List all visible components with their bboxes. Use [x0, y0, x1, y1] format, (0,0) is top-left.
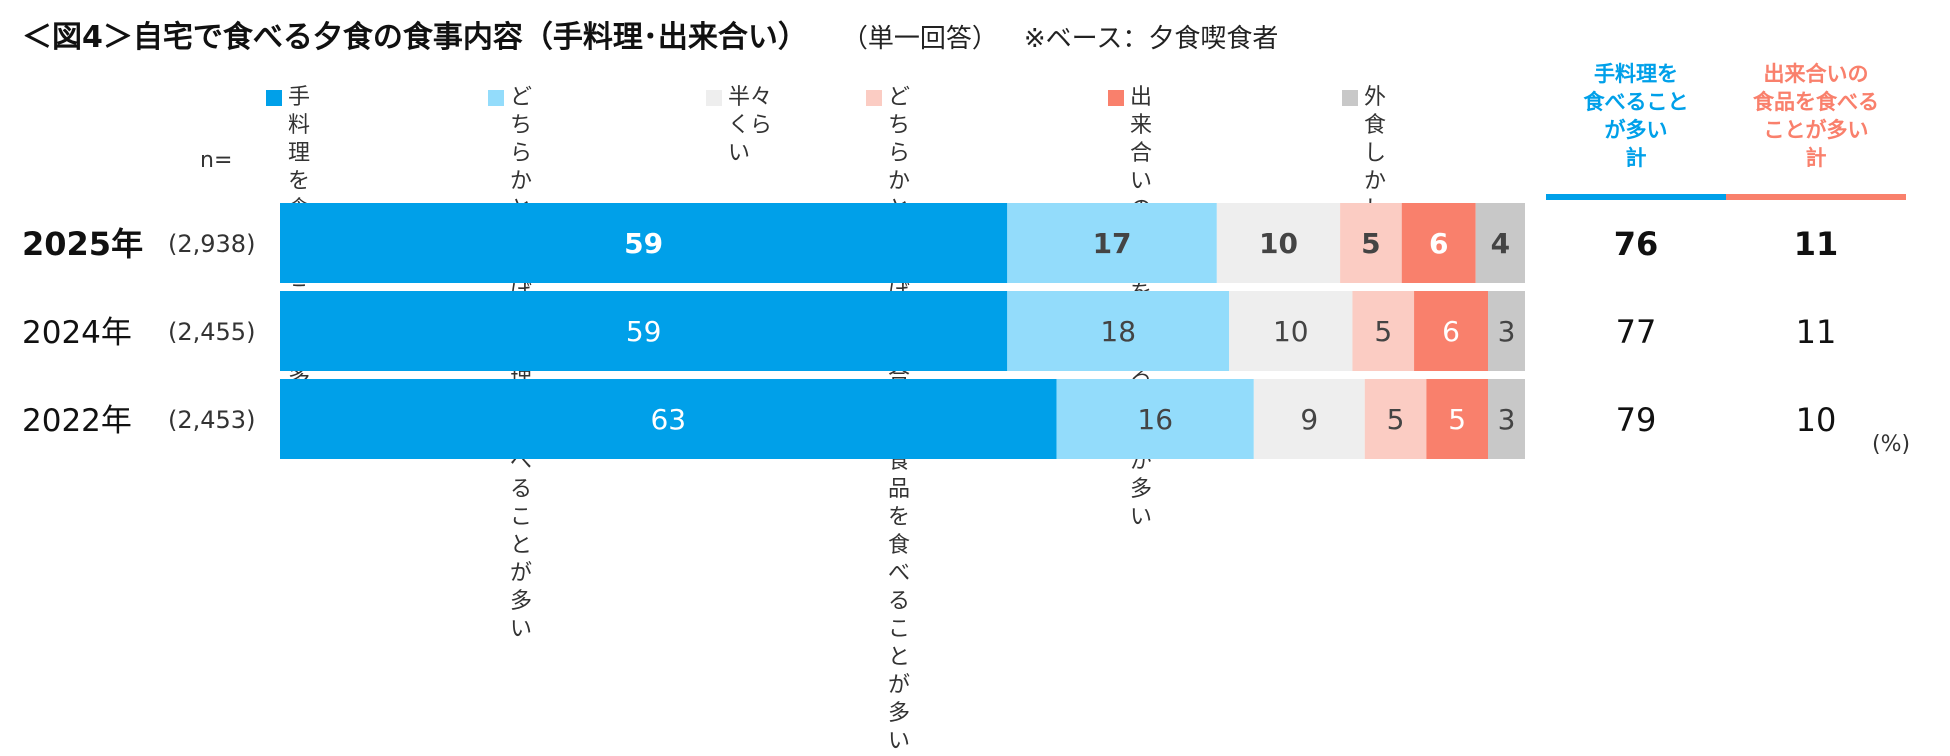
bar-segment	[1401, 203, 1476, 283]
legend-swatch	[706, 90, 722, 106]
legend-swatch	[1342, 90, 1358, 106]
total-homemade-value: 79	[1616, 401, 1657, 439]
category-label: 2022年	[22, 403, 132, 439]
sample-size-label: (2,938)	[168, 230, 255, 258]
bar-segment	[1229, 291, 1353, 371]
bar-segment	[1426, 379, 1489, 459]
legend-swatch	[866, 90, 882, 106]
bar-segment	[1488, 291, 1525, 371]
bar-segment	[280, 291, 1008, 371]
data-label: 6	[1442, 315, 1460, 348]
total-underline-homemade	[1546, 194, 1726, 200]
bar-segment	[1488, 379, 1525, 459]
bar-segment	[1253, 379, 1365, 459]
total-readymade-value: 11	[1794, 225, 1839, 263]
bar-segment	[1007, 291, 1230, 371]
legend-item-half: 半々くらい	[706, 84, 772, 168]
category-label: 2025年	[22, 225, 143, 263]
chart-subtitle: （単一回答）	[841, 24, 998, 54]
data-label: 59	[624, 227, 663, 260]
bar-segment	[1414, 291, 1489, 371]
total-readymade-value: 10	[1796, 401, 1837, 439]
legend-swatch	[266, 90, 282, 106]
bar-segment	[1352, 291, 1415, 371]
data-label: 4	[1491, 227, 1510, 260]
title-row: ＜図4＞自宅で食べる夕食の食事内容（手料理･出来合い） （単一回答） ※ベース：…	[22, 12, 1278, 62]
data-label: 5	[1387, 403, 1405, 436]
bar-segment	[1056, 379, 1254, 459]
chart-title: ＜図4＞自宅で食べる夕食の食事内容（手料理･出来合い）	[22, 20, 808, 55]
bar-segment	[1007, 203, 1217, 283]
data-label: 18	[1100, 315, 1136, 348]
data-label: 6	[1429, 227, 1448, 260]
bar-segment	[1340, 203, 1402, 283]
data-label: 17	[1093, 227, 1132, 260]
data-label: 10	[1259, 227, 1298, 260]
sample-size-label: (2,453)	[168, 406, 255, 434]
legend-swatch	[1108, 90, 1124, 106]
data-label: 3	[1498, 315, 1516, 348]
legend-label: 半々くらい	[728, 85, 773, 166]
bar-segment	[1216, 203, 1341, 283]
bar-segment	[280, 379, 1057, 459]
data-label: 59	[626, 315, 662, 348]
data-label: 10	[1273, 315, 1309, 348]
bar-segment	[1364, 379, 1427, 459]
data-label: 3	[1498, 403, 1516, 436]
bar-segment	[1475, 203, 1525, 283]
unit-note: (%)	[1872, 432, 1911, 457]
total-underline-readymade	[1726, 194, 1906, 200]
data-label: 9	[1300, 403, 1318, 436]
bar-segment	[280, 203, 1008, 283]
total-readymade-value: 11	[1796, 313, 1837, 351]
total-homemade-value: 77	[1616, 313, 1657, 351]
base-note: ※ベース：夕食喫食者	[1023, 24, 1279, 54]
n-label: n=	[200, 148, 233, 173]
data-label: 5	[1448, 403, 1466, 436]
total-homemade-value: 76	[1614, 225, 1659, 263]
data-label: 63	[650, 403, 686, 436]
total-header-readymade: 出来合いの 食品を食べる ことが多い 計	[1753, 62, 1879, 170]
legend-swatch	[488, 90, 504, 106]
data-label: 5	[1374, 315, 1392, 348]
data-label: 5	[1361, 227, 1380, 260]
category-label: 2024年	[22, 315, 132, 351]
total-header-homemade: 手料理を 食べること が多い 計	[1583, 62, 1689, 170]
data-label: 16	[1137, 403, 1173, 436]
sample-size-label: (2,455)	[168, 318, 255, 346]
